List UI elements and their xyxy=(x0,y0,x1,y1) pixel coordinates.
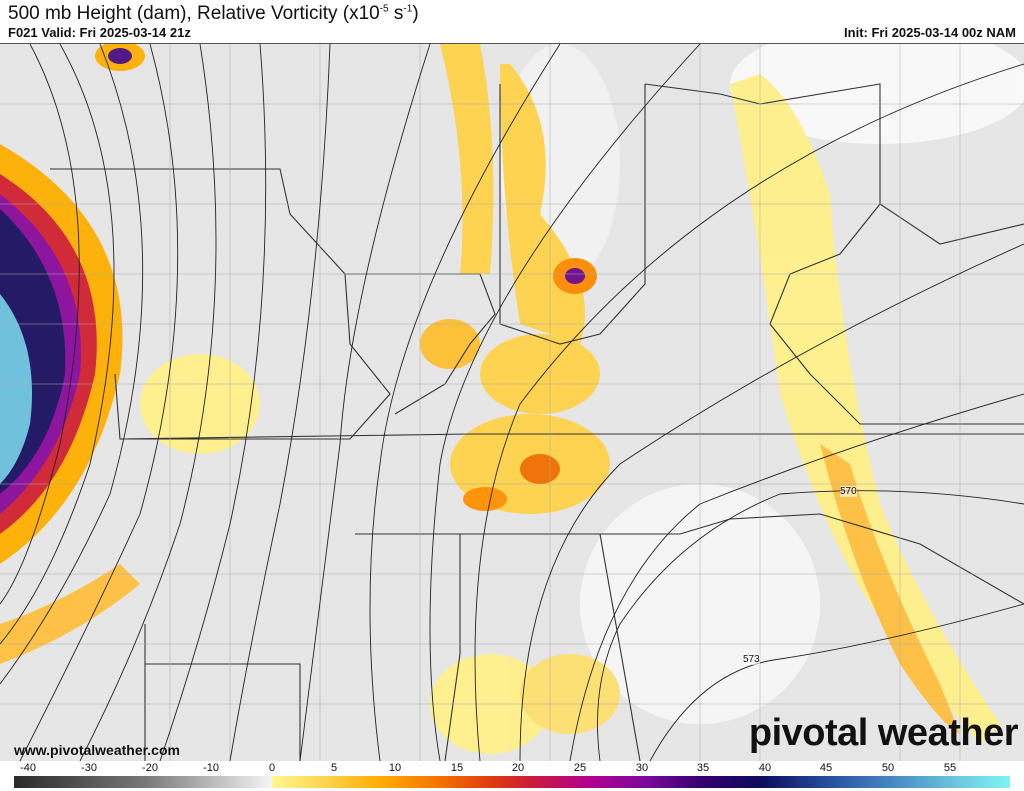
website-label: www.pivotalweather.com xyxy=(14,742,180,758)
colorbar-tick: 20 xyxy=(511,762,525,774)
contour-label-573: 573 xyxy=(743,654,760,665)
colorbar-tick: 10 xyxy=(388,762,402,774)
init-time: Init: Fri 2025-03-14 00z NAM xyxy=(844,25,1016,40)
colorbar-tick: 45 xyxy=(819,762,833,774)
county-lines xyxy=(0,44,1024,761)
height-contours xyxy=(0,44,1024,761)
colorbar-tick: 25 xyxy=(573,762,587,774)
colorbar-tick: 50 xyxy=(881,762,895,774)
colorbar-tick: 40 xyxy=(758,762,772,774)
colorbar-tick: 5 xyxy=(330,762,338,774)
weather-map xyxy=(0,43,1024,761)
colorbar-tick: -30 xyxy=(81,762,97,774)
title-exponent-2: -1 xyxy=(403,3,413,15)
title-exponent: -5 xyxy=(379,3,389,15)
colorbar-tick: -20 xyxy=(142,762,158,774)
colorbar-tick: 15 xyxy=(450,762,464,774)
contour-label-570: 570 xyxy=(840,486,857,497)
map-title: 500 mb Height (dam), Relative Vorticity … xyxy=(8,3,419,25)
colorbar-tick: 35 xyxy=(696,762,710,774)
valid-time: F021 Valid: Fri 2025-03-14 21z xyxy=(8,25,191,40)
colorbar-tick: 55 xyxy=(943,762,957,774)
pivotal-weather-logo: pivotal weather xyxy=(748,712,1019,754)
colorbar-tick: -10 xyxy=(203,762,219,774)
title-text-unit: s xyxy=(388,3,404,24)
colorbar-tick: 0 xyxy=(268,762,276,774)
title-text: 500 mb Height (dam), Relative Vorticity … xyxy=(8,3,380,24)
colorbar-tick: -40 xyxy=(20,762,36,774)
colorbar-tick: 30 xyxy=(635,762,649,774)
colorbar xyxy=(14,776,1010,788)
title-end: ) xyxy=(412,3,419,24)
